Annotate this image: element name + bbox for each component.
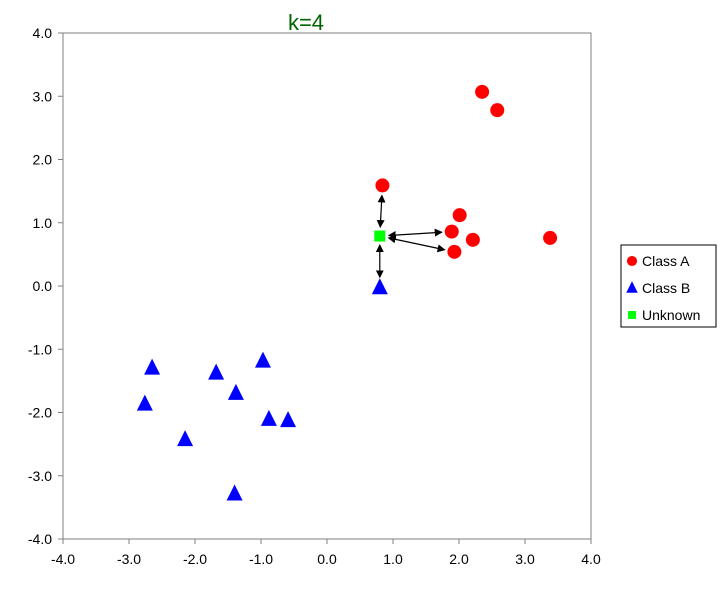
class-b-point (177, 430, 194, 447)
legend-class-b-marker (626, 281, 638, 293)
chart-title: k=4 (288, 10, 324, 35)
class-b-point (144, 358, 161, 375)
class-a-point (475, 84, 490, 99)
class-b-point (371, 278, 388, 295)
class-b-point (280, 411, 297, 428)
legend: Class A Class B Unknown (620, 244, 717, 328)
data-points (136, 84, 558, 501)
class-b-point (136, 394, 153, 411)
y-tick-label: 3.0 (33, 88, 53, 104)
y-tick-label: -3.0 (28, 468, 52, 484)
legend-unknown-marker (628, 311, 636, 319)
class-a-point (490, 103, 505, 118)
y-tick-label: 4.0 (33, 25, 53, 41)
y-tick-label: -2.0 (28, 405, 52, 421)
x-tick-label: -1.0 (249, 551, 273, 567)
y-tick-label: -1.0 (28, 341, 52, 357)
x-axis: -4.0 -3.0 -2.0 -1.0 0.0 1.0 2.0 3.0 4.0 (51, 539, 601, 567)
class-a-point (465, 232, 480, 247)
legend-label: Class B (642, 280, 690, 296)
neighbor-arrow (376, 194, 386, 229)
class-a-point (452, 208, 467, 223)
class-a-point (447, 244, 462, 259)
x-tick-label: 0.0 (317, 551, 337, 567)
x-tick-label: 1.0 (383, 551, 403, 567)
legend-label: Unknown (642, 307, 700, 323)
neighbor-arrow (387, 235, 446, 253)
unknown-point (374, 230, 386, 242)
x-tick-label: 4.0 (581, 551, 601, 567)
class-a-point (543, 230, 558, 245)
x-tick-label: 2.0 (449, 551, 469, 567)
class-a-point (444, 224, 459, 239)
x-tick-label: 3.0 (515, 551, 535, 567)
legend-class-a-marker (626, 255, 638, 267)
y-tick-label: 0.0 (33, 278, 53, 294)
y-tick-label: -4.0 (28, 531, 52, 547)
x-tick-label: -3.0 (117, 551, 141, 567)
legend-label: Class A (642, 253, 690, 269)
x-tick-label: -2.0 (183, 551, 207, 567)
neighbor-arrow (387, 228, 443, 240)
y-axis: 4.0 3.0 2.0 1.0 0.0 -1.0 -2.0 -3.0 -4.0 (28, 25, 63, 547)
y-tick-label: 1.0 (33, 215, 53, 231)
class-b-point (226, 484, 243, 501)
class-a-point (375, 178, 390, 193)
neighbor-arrows (375, 194, 446, 279)
class-b-point (227, 383, 244, 400)
x-tick-label: -4.0 (51, 551, 75, 567)
class-b-point (254, 351, 271, 368)
class-b-point (260, 409, 277, 426)
plot-area (62, 32, 592, 540)
legend-box (620, 244, 717, 328)
class-b-point (208, 363, 225, 380)
y-tick-label: 2.0 (33, 152, 53, 168)
